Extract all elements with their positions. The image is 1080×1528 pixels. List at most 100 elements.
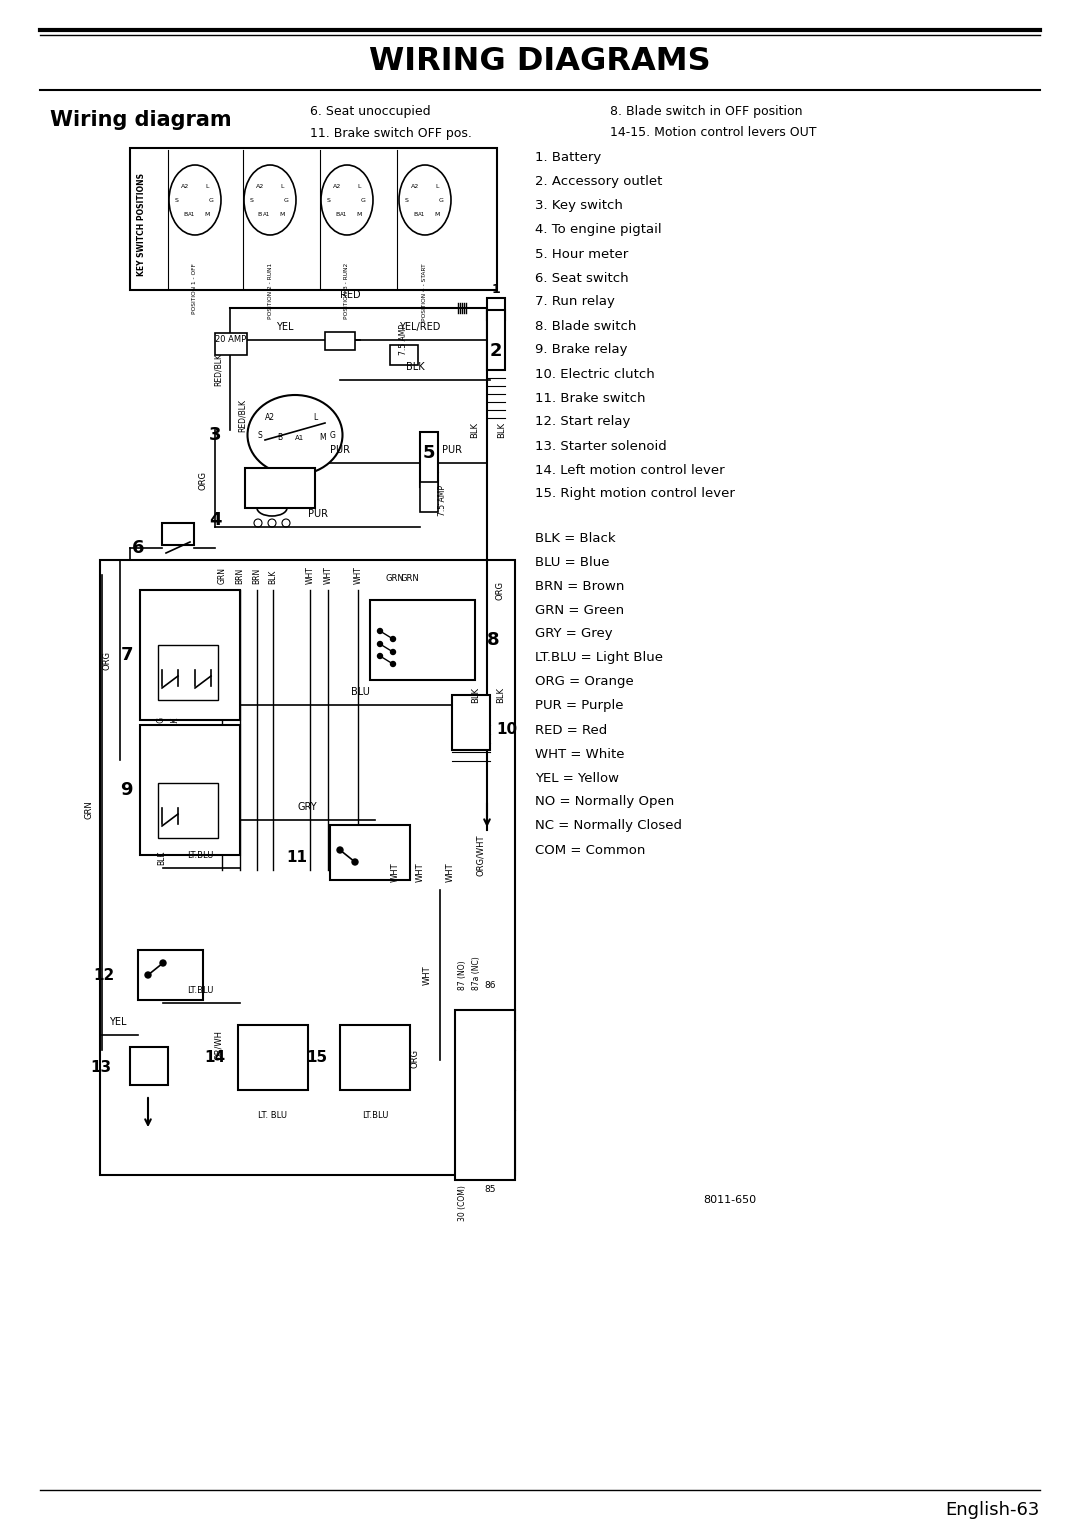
Text: 85: 85 xyxy=(484,1186,496,1193)
Bar xyxy=(162,523,194,545)
Bar xyxy=(487,298,505,319)
Bar xyxy=(158,645,218,700)
Text: L: L xyxy=(435,183,438,188)
Ellipse shape xyxy=(399,165,451,235)
Text: PUR: PUR xyxy=(330,445,350,455)
Text: YEL = Yellow: YEL = Yellow xyxy=(535,772,619,784)
Text: BLK: BLK xyxy=(269,570,278,584)
Text: S: S xyxy=(327,197,330,203)
Text: S: S xyxy=(251,197,254,203)
Bar xyxy=(453,695,490,750)
Text: 12. Start relay: 12. Start relay xyxy=(535,416,631,428)
Text: 14-15. Motion control levers OUT: 14-15. Motion control levers OUT xyxy=(610,127,816,139)
Text: PUR = Purple: PUR = Purple xyxy=(535,700,623,712)
Text: 11. Brake switch OFF pos.: 11. Brake switch OFF pos. xyxy=(310,127,472,139)
Text: BLK: BLK xyxy=(471,688,480,703)
Text: GRY = Grey: GRY = Grey xyxy=(535,628,612,640)
Text: 13. Starter solenoid: 13. Starter solenoid xyxy=(535,440,666,452)
Text: PUR: PUR xyxy=(442,445,462,455)
Text: A1: A1 xyxy=(340,211,348,217)
Text: 2: 2 xyxy=(489,342,502,361)
Text: 4. To engine pigtail: 4. To engine pigtail xyxy=(535,223,662,237)
Text: 2. Accessory outlet: 2. Accessory outlet xyxy=(535,176,662,188)
Text: 1: 1 xyxy=(491,283,500,296)
Text: L: L xyxy=(280,183,284,188)
Text: 11. Brake switch: 11. Brake switch xyxy=(535,391,646,405)
Bar xyxy=(215,333,247,354)
Text: BLU: BLU xyxy=(351,688,369,697)
Text: B: B xyxy=(278,434,283,443)
Bar xyxy=(325,332,355,350)
Circle shape xyxy=(337,847,343,853)
Text: OR/WH: OR/WH xyxy=(214,1030,222,1060)
Text: ORG/WHT: ORG/WHT xyxy=(475,834,485,876)
Text: 10: 10 xyxy=(496,723,517,738)
Text: 1. Battery: 1. Battery xyxy=(535,151,602,165)
Text: ORG: ORG xyxy=(103,651,112,669)
Text: 3: 3 xyxy=(208,426,221,445)
Text: RED: RED xyxy=(340,290,361,299)
Text: WHT: WHT xyxy=(416,862,424,882)
Bar xyxy=(420,481,438,512)
Text: 8: 8 xyxy=(487,631,500,649)
Text: POSITION 4 - START: POSITION 4 - START xyxy=(422,263,428,321)
Text: G: G xyxy=(284,197,288,203)
Text: M: M xyxy=(320,434,326,443)
Text: A1: A1 xyxy=(418,211,426,217)
Circle shape xyxy=(352,859,357,865)
Text: COM = Common: COM = Common xyxy=(535,843,646,857)
Text: GRN: GRN xyxy=(401,575,419,584)
Circle shape xyxy=(391,649,395,654)
Text: NC = Normally Closed: NC = Normally Closed xyxy=(535,819,681,833)
Text: A2: A2 xyxy=(265,413,275,422)
Text: G: G xyxy=(361,197,365,203)
Text: 87a (NC): 87a (NC) xyxy=(472,957,481,990)
Text: BLK: BLK xyxy=(170,717,179,732)
Text: 4: 4 xyxy=(208,510,221,529)
Text: BRN: BRN xyxy=(235,568,244,584)
Bar xyxy=(455,1010,515,1180)
Text: M: M xyxy=(204,211,210,217)
Bar xyxy=(140,590,240,720)
Text: G: G xyxy=(208,197,214,203)
Text: GRN: GRN xyxy=(85,801,94,819)
Text: B: B xyxy=(413,211,417,217)
Text: S: S xyxy=(405,197,409,203)
Text: YEL/RED: YEL/RED xyxy=(400,322,441,332)
Text: BLK: BLK xyxy=(496,688,505,703)
Bar xyxy=(140,724,240,856)
Text: YEL: YEL xyxy=(109,1018,126,1027)
Text: 30 (COM): 30 (COM) xyxy=(458,1186,467,1221)
Circle shape xyxy=(391,637,395,642)
Text: A1: A1 xyxy=(264,211,271,217)
Text: WHT: WHT xyxy=(324,567,333,584)
Ellipse shape xyxy=(247,396,342,475)
Text: WHT: WHT xyxy=(391,862,400,882)
Text: 8. Blade switch: 8. Blade switch xyxy=(535,319,636,333)
Text: ORG: ORG xyxy=(496,581,504,599)
Text: B: B xyxy=(335,211,339,217)
Text: 12: 12 xyxy=(94,967,114,983)
Text: M: M xyxy=(356,211,362,217)
Text: G: G xyxy=(438,197,444,203)
Text: GRN: GRN xyxy=(386,575,404,584)
Text: RED/BLK: RED/BLK xyxy=(238,399,247,431)
Text: 7. Run relay: 7. Run relay xyxy=(535,295,615,309)
Text: BLU = Blue: BLU = Blue xyxy=(535,556,609,568)
Text: 3. Key switch: 3. Key switch xyxy=(535,200,623,212)
Bar xyxy=(370,601,475,680)
Ellipse shape xyxy=(321,165,373,235)
Text: POSITION 3 - RUN2: POSITION 3 - RUN2 xyxy=(345,263,350,319)
Text: 6. Seat switch: 6. Seat switch xyxy=(535,272,629,284)
Circle shape xyxy=(160,960,166,966)
Text: 9: 9 xyxy=(121,781,133,799)
Text: BRN = Brown: BRN = Brown xyxy=(535,579,624,593)
Text: 8. Blade switch in OFF position: 8. Blade switch in OFF position xyxy=(610,105,802,119)
Text: L: L xyxy=(313,413,318,422)
Text: M: M xyxy=(434,211,440,217)
Text: YEL: YEL xyxy=(276,322,294,332)
Circle shape xyxy=(378,642,382,646)
Text: ORG: ORG xyxy=(410,1048,419,1068)
Text: 10. Electric clutch: 10. Electric clutch xyxy=(535,368,654,380)
Text: A2: A2 xyxy=(333,183,341,188)
